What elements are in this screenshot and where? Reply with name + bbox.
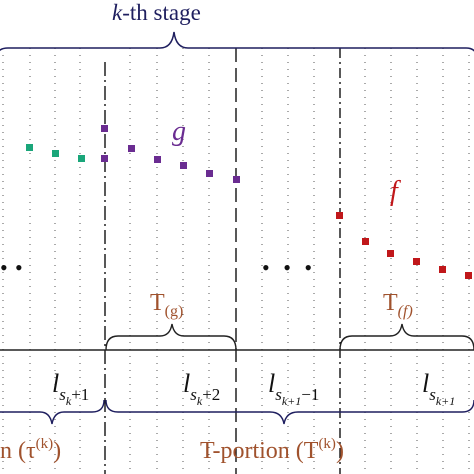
t-portion-brace (105, 399, 474, 425)
l-s-k1-minus-1: lsk+1−1 (268, 369, 319, 408)
stage-title: k-th stage (112, 0, 201, 25)
purple-point (128, 145, 135, 152)
l-s-k-plus-1: lsk+1 (52, 369, 89, 408)
t-f-brace (339, 323, 474, 351)
ellipsis-left: • (15, 255, 23, 280)
purple-point (101, 125, 108, 132)
ellipsis-left-partial: • (0, 255, 8, 280)
green-point (52, 150, 59, 157)
green-point (26, 144, 33, 151)
red-point (362, 238, 369, 245)
stage-boundaries (104, 48, 341, 474)
red-point (439, 266, 446, 273)
purple-point (154, 156, 161, 163)
purple-point (101, 155, 108, 162)
t-g-brace (105, 323, 237, 351)
g-label: g (172, 116, 186, 147)
purple-point (206, 170, 213, 177)
red-point (387, 250, 394, 257)
dotted-grid (2, 48, 470, 474)
l-s-k1: lsk+1 (422, 369, 455, 408)
red-points (336, 212, 472, 279)
green-point (78, 155, 85, 162)
red-point (465, 272, 472, 279)
f-label: f (390, 176, 401, 207)
purple-point (180, 162, 187, 169)
top-brace (0, 31, 474, 52)
t-portion-label: T-portion (T(k)) (200, 436, 344, 464)
red-point (336, 212, 343, 219)
purple-point (233, 176, 240, 183)
green-points (26, 144, 85, 162)
t-g-label: T(g) (150, 290, 183, 320)
tau-brace (0, 399, 105, 425)
purple-points (101, 125, 240, 183)
t-f-label: T(f) (383, 290, 413, 320)
tau-portion-label: n (τ(k)) (0, 436, 61, 464)
ellipsis-middle: • • • (262, 255, 316, 280)
red-point (413, 258, 420, 265)
l-s-k-plus-2: lsk+2 (183, 369, 220, 408)
